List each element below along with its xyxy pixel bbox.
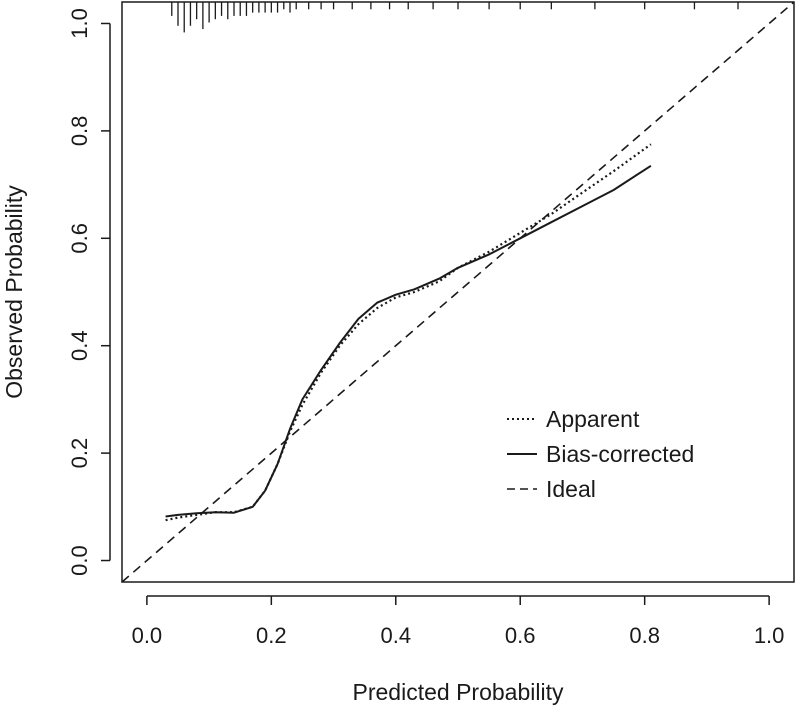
y-axis-title: Observed Probability <box>1 185 27 399</box>
x-tick-label: 1.0 <box>754 623 785 648</box>
legend-label-apparent: Apparent <box>546 406 640 432</box>
y-tick-label: 0.0 <box>67 545 92 576</box>
legend-label-ideal: Ideal <box>546 476 596 502</box>
legend-label-bias-corrected: Bias-corrected <box>546 441 694 467</box>
y-axis: 0.0 0.2 0.4 0.6 0.8 1.0 <box>67 8 111 576</box>
y-tick-label: 0.8 <box>67 116 92 147</box>
y-tick-label: 0.4 <box>67 330 92 361</box>
series-ideal-line <box>121 1 795 583</box>
x-axis: 0.0 0.2 0.4 0.6 0.8 1.0 <box>132 595 785 648</box>
series-layer <box>165 143 652 522</box>
x-tick-label: 0.6 <box>505 623 536 648</box>
y-tick-label: 0.2 <box>67 438 92 469</box>
x-tick-label: 0.4 <box>380 623 411 648</box>
x-tick-label: 0.2 <box>256 623 287 648</box>
x-axis-title: Predicted Probability <box>353 679 564 705</box>
y-tick-label: 1.0 <box>67 8 92 39</box>
x-tick-label: 0.0 <box>132 623 163 648</box>
series-bias-corrected-line <box>165 164 652 518</box>
rug-marks <box>171 2 739 33</box>
legend: Apparent Bias-corrected Ideal <box>507 406 694 502</box>
ideal-line-layer <box>121 1 795 583</box>
y-tick-label: 0.6 <box>67 223 92 254</box>
x-tick-label: 0.8 <box>629 623 660 648</box>
